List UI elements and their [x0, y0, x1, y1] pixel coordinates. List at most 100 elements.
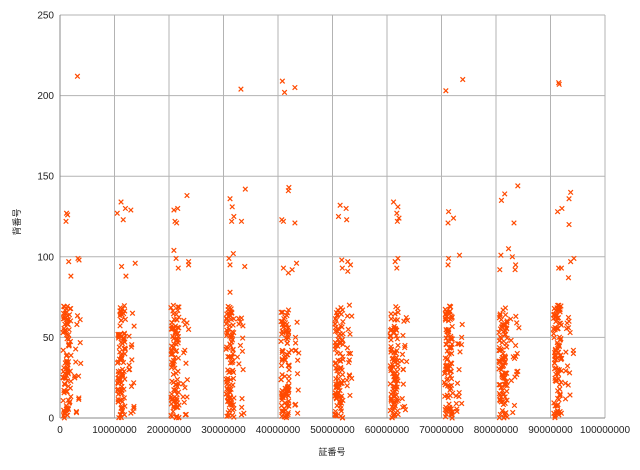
- data-point: [335, 376, 342, 382]
- data-point: [169, 323, 175, 329]
- data-point: [242, 186, 249, 192]
- data-point: [456, 252, 463, 258]
- data-point: [565, 314, 572, 321]
- data-point: [551, 360, 558, 367]
- data-point: [555, 79, 562, 86]
- data-point: [501, 191, 508, 197]
- data-point: [502, 305, 509, 311]
- data-point: [566, 370, 573, 376]
- data-point: [394, 317, 401, 323]
- data-point: [449, 415, 455, 421]
- data-point: [227, 289, 233, 295]
- data-point: [284, 321, 290, 328]
- data-point: [230, 250, 237, 257]
- data-point: [338, 364, 344, 371]
- data-point: [511, 402, 518, 409]
- x-tick-label: 80000000: [474, 425, 519, 436]
- data-point: [118, 355, 125, 361]
- data-point: [66, 343, 72, 349]
- data-point: [66, 312, 73, 318]
- data-point: [335, 365, 341, 372]
- x-tick-label: 0: [57, 425, 63, 436]
- data-point: [228, 333, 235, 340]
- data-point: [496, 382, 502, 388]
- data-point: [227, 304, 233, 311]
- data-point: [68, 352, 74, 359]
- data-point: [184, 376, 191, 383]
- data-point: [173, 414, 180, 421]
- data-point: [181, 399, 187, 406]
- data-point: [448, 350, 455, 357]
- data-point: [335, 326, 342, 332]
- data-point: [403, 358, 410, 365]
- data-point: [338, 408, 345, 414]
- data-point: [280, 218, 287, 225]
- data-point: [234, 354, 241, 360]
- data-point: [231, 213, 237, 220]
- data-point: [170, 360, 176, 367]
- data-point: [279, 409, 286, 415]
- data-point: [565, 382, 572, 388]
- data-point: [555, 346, 561, 352]
- data-point: [295, 387, 301, 393]
- data-point: [65, 332, 72, 338]
- y-tick-label: 0: [48, 414, 54, 425]
- data-point: [390, 199, 397, 205]
- data-point: [400, 404, 406, 411]
- data-point: [553, 307, 559, 314]
- data-point: [279, 318, 286, 325]
- data-point: [450, 215, 457, 221]
- data-point: [174, 324, 181, 331]
- data-point: [285, 400, 291, 407]
- data-point: [176, 304, 182, 310]
- data-point: [504, 335, 510, 341]
- data-point: [551, 312, 558, 318]
- data-point: [339, 265, 346, 271]
- data-point: [498, 316, 505, 323]
- data-point: [403, 314, 409, 321]
- data-point: [227, 309, 234, 316]
- data-point: [457, 349, 463, 355]
- data-point: [121, 337, 127, 343]
- data-point: [63, 353, 70, 359]
- data-point: [240, 323, 246, 329]
- data-point: [285, 307, 292, 313]
- data-point: [292, 334, 299, 341]
- data-point: [396, 215, 402, 221]
- data-point: [174, 376, 181, 383]
- data-point: [337, 387, 343, 394]
- data-point: [514, 369, 520, 375]
- data-point: [443, 411, 449, 417]
- data-point: [344, 345, 351, 351]
- data-point: [513, 320, 520, 326]
- data-point: [392, 370, 398, 376]
- data-point: [119, 399, 126, 405]
- data-point: [128, 383, 135, 390]
- data-point: [119, 408, 126, 414]
- data-point: [502, 331, 508, 337]
- data-point: [335, 333, 342, 339]
- data-point: [334, 393, 341, 400]
- data-point: [557, 392, 563, 399]
- data-point: [239, 348, 246, 355]
- gridlines: [59, 14, 606, 419]
- data-point: [115, 378, 122, 384]
- data-point: [173, 348, 180, 354]
- data-point: [448, 360, 455, 367]
- data-point: [229, 359, 235, 366]
- data-point: [332, 321, 338, 327]
- data-point: [335, 213, 342, 220]
- data-point: [404, 317, 411, 324]
- data-point: [508, 377, 515, 384]
- data-point: [119, 404, 126, 410]
- data-point: [170, 408, 176, 415]
- data-point: [556, 381, 563, 388]
- data-point: [61, 325, 67, 332]
- data-point: [556, 81, 562, 88]
- data-point: [445, 255, 452, 262]
- data-point: [499, 374, 505, 380]
- data-point: [228, 218, 235, 225]
- data-point: [119, 371, 126, 378]
- data-point: [444, 362, 450, 368]
- data-point: [505, 246, 512, 252]
